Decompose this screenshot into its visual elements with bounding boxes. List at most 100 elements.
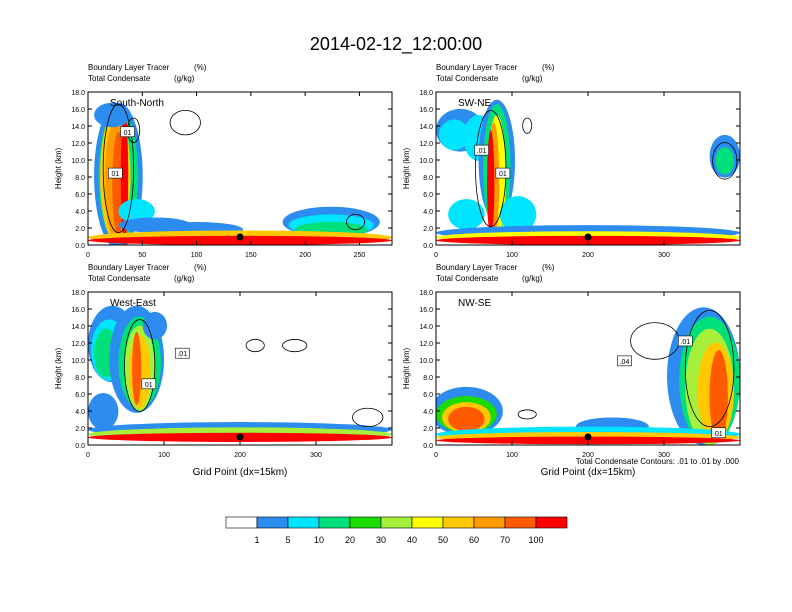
x-axis-label: Grid Point (dx=15km) <box>541 467 636 478</box>
colorbar-swatch <box>256 516 289 529</box>
y-axis-label: Height (km) <box>402 347 411 389</box>
x-tick-label: 100 <box>191 252 203 259</box>
y-tick-label: 14.0 <box>419 124 433 131</box>
contour-label: 01 <box>111 171 119 178</box>
subtitle-tracer: Boundary Layer Tracer <box>88 263 170 272</box>
x-tick-label: 300 <box>658 452 670 459</box>
contour-label-box <box>474 144 489 156</box>
plot-area: .01 01 <box>436 92 740 245</box>
y-tick-label: 2.0 <box>75 426 85 433</box>
y-tick-label: 12.0 <box>419 341 433 348</box>
tracer-plume <box>88 392 119 430</box>
y-tick-label: 0.0 <box>75 243 85 250</box>
y-axis-label: Height (km) <box>402 147 411 189</box>
subtitle-tracer-unit: (%) <box>194 63 207 72</box>
y-tick-label: 4.0 <box>75 209 85 216</box>
y-tick-label: 0.0 <box>75 443 85 450</box>
x-tick-label: 200 <box>582 452 594 459</box>
x-tick-label: 100 <box>158 452 170 459</box>
y-tick-label: 16.0 <box>419 107 433 114</box>
plot-area: 01 01 <box>88 92 392 245</box>
tracer-plume <box>448 199 485 230</box>
y-tick-label: 12.0 <box>71 341 85 348</box>
condensate-contour <box>102 103 135 234</box>
figure-title: 2014-02-12_12:00:00 <box>310 34 482 55</box>
x-tick-label: 200 <box>299 252 311 259</box>
contour-label-box <box>108 167 123 179</box>
x-tick-label: 0 <box>86 452 90 459</box>
tracer-plume <box>142 311 168 340</box>
x-tick-label: 0 <box>434 252 438 259</box>
subtitle-tracer-unit: (%) <box>194 263 207 272</box>
y-tick-label: 6.0 <box>423 192 433 199</box>
y-tick-label: 4.0 <box>75 409 85 416</box>
subtitle-condensate: Total Condensate <box>436 74 499 83</box>
y-tick-label: 8.0 <box>423 375 433 382</box>
tracer-plume <box>487 130 495 238</box>
contour-label: 01 <box>124 130 132 137</box>
colorbar-swatch <box>225 516 258 529</box>
condensate-contour <box>352 407 384 428</box>
x-tick-label: 100 <box>506 252 518 259</box>
colorbar-swatch <box>535 516 568 529</box>
condensate-contour <box>345 214 366 231</box>
panel-south-north: 01010.02.04.06.08.010.012.014.016.018.00… <box>54 63 393 259</box>
colorbar-label: 100 <box>528 535 543 545</box>
x-tick-label: 150 <box>245 252 257 259</box>
marker-dot <box>584 433 592 441</box>
colorbar-swatch <box>287 516 320 529</box>
y-tick-label: 16.0 <box>419 307 433 314</box>
contour-label-box <box>120 126 135 138</box>
plot-area: .01 01 <box>88 292 392 445</box>
panel-west-east: .01 01 0.0 2.0 4.0 6.0 8.0 10.0 12.0 14.0 16.0 18.0… <box>54 263 393 478</box>
subtitle-condensate: Total Condensate <box>436 274 499 283</box>
colorbar-swatch <box>380 516 413 529</box>
subtitle-condensate-unit: (g/kg) <box>522 74 543 83</box>
marker-dot <box>236 233 244 241</box>
colorbar-swatch <box>442 516 475 529</box>
contour-label: 01 <box>715 431 723 438</box>
y-tick-label: 6.0 <box>75 392 85 399</box>
contour-label-box <box>141 378 157 390</box>
tracer-plume <box>439 119 470 151</box>
contour-label-box <box>174 347 190 359</box>
colorbar-label: 10 <box>314 535 324 545</box>
tracer-plume <box>499 196 537 233</box>
panel-label: West-East <box>110 298 156 309</box>
y-tick-label: 8.0 <box>423 175 433 182</box>
y-tick-label: 16.0 <box>71 107 85 114</box>
y-tick-label: 0.0 <box>423 243 433 250</box>
y-tick-label: 8.0 <box>75 175 85 182</box>
condensate-contour <box>684 309 735 428</box>
condensate-contour <box>169 109 201 136</box>
y-tick-label: 10.0 <box>71 358 85 365</box>
colorbar-swatch <box>504 516 537 529</box>
colorbar-swatch <box>473 516 506 529</box>
colorbar-label: 5 <box>285 535 290 545</box>
contour-label: .01 <box>177 351 187 358</box>
x-tick-label: 250 <box>354 252 366 259</box>
y-tick-label: 2.0 <box>423 426 433 433</box>
contour-label: .01 <box>477 148 487 155</box>
colorbar-label: 40 <box>407 535 417 545</box>
y-tick-label: 16.0 <box>71 307 85 314</box>
y-axis-label: Height (km) <box>54 147 63 189</box>
colorbar-swatch <box>349 516 382 529</box>
y-tick-label: 4.0 <box>423 209 433 216</box>
colorbar-label: 20 <box>345 535 355 545</box>
x-axis-label: Grid Point (dx=15km) <box>193 467 288 478</box>
condensate-contour <box>712 142 738 180</box>
panel-label: South-North <box>110 98 164 109</box>
contour-label-box <box>617 355 632 367</box>
y-tick-label: 10.0 <box>419 158 433 165</box>
y-tick-label: 4.0 <box>423 409 433 416</box>
contour-label: .01 <box>680 339 690 346</box>
panel-sw-ne: .01 01 0.0 2.0 4.0 6.0 8.0 10.0 12.0 14.0 16.0 18.0… <box>402 63 741 259</box>
colorbar-swatch <box>411 516 444 529</box>
y-tick-label: 10.0 <box>71 158 85 165</box>
y-tick-label: 14.0 <box>419 324 433 331</box>
subtitle-condensate-unit: (g/kg) <box>174 274 195 283</box>
x-tick-label: 100 <box>506 452 518 459</box>
subtitle-tracer-unit: (%) <box>542 63 555 72</box>
